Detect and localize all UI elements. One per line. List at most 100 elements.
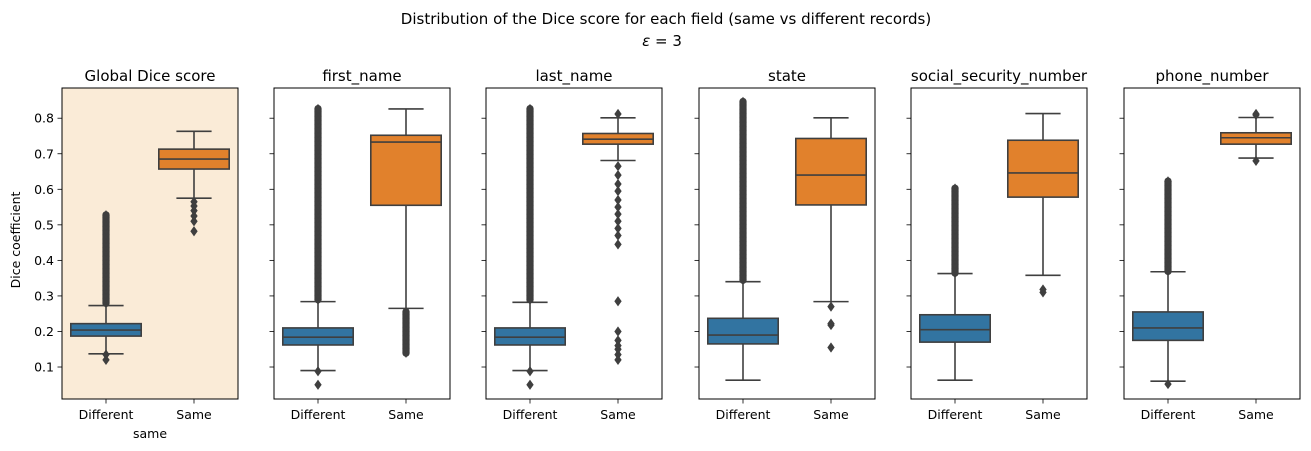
y-tick-label: 0.3 bbox=[34, 288, 54, 303]
outlier-low bbox=[402, 306, 410, 318]
outlier-high bbox=[739, 96, 747, 107]
outlier-low bbox=[614, 326, 622, 337]
panel-phone-number: phone_number Different Same bbox=[1119, 67, 1301, 422]
x-axis-label: same bbox=[133, 426, 167, 441]
outlier-low bbox=[827, 318, 835, 329]
outlier-high bbox=[314, 103, 322, 115]
panel-global-dice-score: Global Dice score 0.1 0.2 0.3 0.4 0.5 0.6 0.7 0.… bbox=[34, 67, 239, 422]
outlier-low bbox=[614, 185, 622, 197]
outlier-low bbox=[614, 161, 622, 172]
panel-last-name: last_name Different Same bbox=[481, 67, 663, 422]
box-different bbox=[70, 210, 143, 366]
x-tick-label: Different bbox=[79, 407, 134, 422]
x-tick-label: Same bbox=[176, 407, 212, 422]
outlier-low bbox=[614, 296, 622, 307]
outlier-low bbox=[614, 230, 622, 241]
outlier-low bbox=[827, 342, 835, 353]
box-different bbox=[281, 103, 354, 390]
outlier-low bbox=[614, 349, 622, 360]
outlier-low bbox=[614, 335, 622, 346]
x-tick-label: Same bbox=[813, 407, 849, 422]
outlier-low bbox=[102, 354, 110, 366]
outlier-low bbox=[190, 216, 198, 227]
panel-frame bbox=[698, 87, 876, 400]
figure-title: Distribution of the Dice score for each … bbox=[401, 10, 931, 28]
outlier-low bbox=[190, 196, 198, 207]
outlier-low bbox=[614, 340, 622, 351]
box-iqr bbox=[1132, 311, 1205, 342]
outlier-low bbox=[614, 216, 622, 227]
panel-title: Global Dice score bbox=[85, 67, 216, 85]
y-tick-label: 0.8 bbox=[34, 111, 54, 126]
outlier-low bbox=[314, 379, 322, 390]
box-iqr bbox=[706, 317, 779, 345]
outlier-low bbox=[1039, 284, 1047, 295]
x-tick-label: Different bbox=[291, 407, 346, 422]
panel-title: phone_number bbox=[1156, 67, 1270, 86]
panel-frame bbox=[273, 87, 451, 400]
outlier-high bbox=[526, 103, 534, 115]
panel-frame bbox=[910, 87, 1088, 400]
x-tick-label: Different bbox=[928, 407, 983, 422]
outlier-low bbox=[190, 226, 198, 237]
panel-title: last_name bbox=[535, 67, 612, 86]
box-same bbox=[1006, 112, 1079, 298]
y-axis-label: Dice coefficient bbox=[8, 192, 23, 289]
subtitle-value: = 3 bbox=[650, 32, 682, 50]
outlier-high bbox=[102, 210, 110, 221]
panel-frame bbox=[485, 87, 663, 400]
x-tick-label: Different bbox=[716, 407, 771, 422]
outlier-low bbox=[614, 239, 622, 250]
outlier-low bbox=[614, 223, 622, 234]
outlier-low bbox=[614, 169, 622, 181]
box-different bbox=[918, 183, 991, 381]
outlier-low bbox=[526, 379, 534, 390]
panel-frame bbox=[61, 87, 239, 400]
box-iqr bbox=[1006, 139, 1079, 198]
outlier-high bbox=[1164, 176, 1172, 187]
panel-title: state bbox=[768, 67, 806, 85]
outlier-low bbox=[614, 194, 622, 206]
figure-subtitle: ε = 3 bbox=[642, 32, 682, 50]
outlier-low bbox=[614, 354, 622, 366]
x-tick-label: Same bbox=[1238, 407, 1274, 422]
panel-title: first_name bbox=[322, 67, 401, 86]
box-same bbox=[794, 117, 867, 353]
y-tick-label: 0.5 bbox=[34, 217, 54, 232]
box-iqr bbox=[918, 313, 991, 343]
y-tick-label: 0.2 bbox=[34, 324, 54, 339]
box-different bbox=[706, 96, 779, 381]
y-tick-label: 0.7 bbox=[34, 146, 54, 161]
box-iqr bbox=[369, 134, 442, 207]
panel-highlight-background bbox=[62, 88, 238, 399]
box-same bbox=[1220, 108, 1293, 166]
panel-first-name: first_name Different Same bbox=[269, 67, 451, 422]
x-tick-label: Same bbox=[388, 407, 424, 422]
panel-social-security-number: social_security_number Different Same bbox=[906, 67, 1088, 422]
x-tick-label: Same bbox=[1025, 407, 1061, 422]
panel-title: social_security_number bbox=[911, 67, 1088, 86]
box-same bbox=[369, 108, 442, 358]
panel-state: state Different Same bbox=[694, 67, 876, 422]
outlier-low bbox=[827, 301, 835, 312]
outlier-low bbox=[1164, 378, 1172, 390]
box-iqr bbox=[794, 137, 867, 206]
outlier-low bbox=[190, 210, 198, 222]
x-tick-label: Same bbox=[600, 407, 636, 422]
box-same bbox=[581, 108, 654, 366]
subtitle-symbol: ε bbox=[642, 32, 650, 50]
y-tick-label: 0.1 bbox=[34, 360, 54, 375]
panel-frame bbox=[1123, 87, 1301, 400]
box-different bbox=[1132, 176, 1205, 390]
outlier-low bbox=[614, 201, 622, 213]
box-same bbox=[158, 130, 231, 237]
box-different bbox=[493, 103, 566, 390]
outlier-low bbox=[614, 178, 622, 190]
outlier-high bbox=[951, 183, 959, 194]
outlier-low bbox=[614, 209, 622, 220]
x-tick-label: Different bbox=[1141, 407, 1196, 422]
y-tick-label: 0.6 bbox=[34, 182, 54, 197]
panels-group: Global Dice score 0.1 0.2 0.3 0.4 0.5 0.6 0.7 0.… bbox=[34, 67, 1301, 422]
y-tick-label: 0.4 bbox=[34, 253, 54, 268]
